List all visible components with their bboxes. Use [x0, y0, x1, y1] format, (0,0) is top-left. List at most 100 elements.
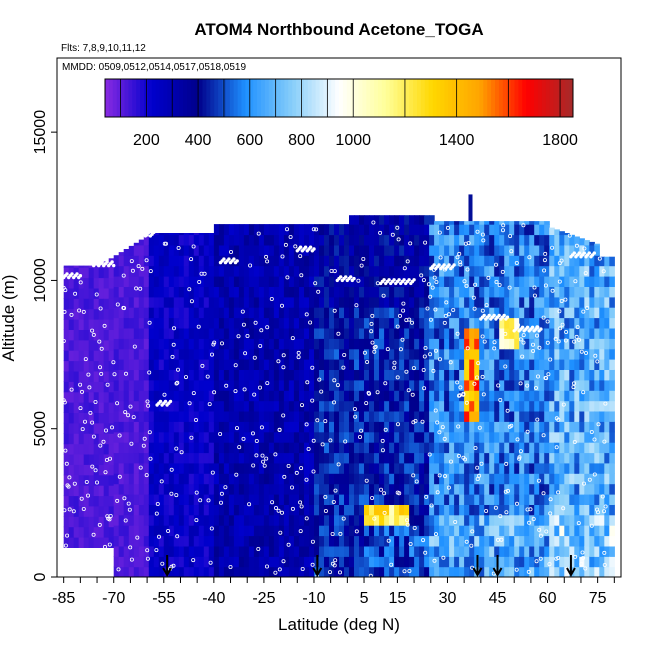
sample-point [395, 324, 400, 329]
heat-cell [439, 276, 445, 287]
heat-cell [409, 431, 415, 443]
heat-cell [409, 265, 415, 277]
heat-cell [63, 505, 70, 517]
heat-cell [589, 359, 595, 370]
heat-cell [248, 556, 255, 568]
heat-cell [158, 327, 165, 339]
heat-cell [319, 317, 325, 329]
heat-cell [449, 462, 455, 474]
heat-cell [539, 348, 545, 360]
heat-cell [148, 494, 155, 505]
sample-point [193, 417, 198, 422]
heat-cell [374, 296, 380, 308]
heat-cell [73, 391, 80, 403]
heat-cell [359, 504, 365, 516]
heat-cell [163, 276, 170, 287]
heat-cell [258, 431, 265, 443]
heat-cell [108, 485, 115, 497]
heat-cell [549, 514, 555, 526]
heat-cell [158, 525, 165, 537]
heat-cell [93, 464, 100, 476]
heat-cell [314, 338, 320, 350]
heat-cell [569, 442, 575, 454]
sample-point [507, 285, 512, 290]
heat-cell [243, 514, 250, 526]
heat-cell [314, 244, 320, 256]
sample-point [448, 459, 453, 464]
heat-cell [389, 504, 395, 516]
heat-cell [444, 244, 450, 256]
heat-cell [439, 410, 445, 422]
heat-cell [554, 369, 560, 381]
heat-cell [334, 348, 340, 360]
heat-cell [278, 296, 285, 308]
heat-cell [188, 265, 195, 277]
heat-cell [354, 348, 360, 360]
heat-cell [188, 514, 195, 526]
heat-cell [424, 525, 430, 537]
heat-cell [384, 525, 390, 537]
heat-cell [293, 473, 300, 485]
sample-point [602, 550, 607, 555]
heat-cell [459, 431, 465, 443]
heat-cell [489, 514, 495, 526]
heat-cell [128, 327, 135, 339]
heat-cell [569, 276, 575, 287]
heat-cell [263, 473, 270, 485]
heat-cell [128, 276, 135, 287]
heat-cell [98, 264, 105, 268]
heat-cell [514, 462, 520, 474]
heat-cell [524, 286, 530, 298]
sample-point [336, 462, 341, 467]
heat-cell [594, 535, 600, 547]
heat-cell [489, 483, 495, 495]
heat-cell [469, 265, 475, 277]
heat-cell [474, 224, 480, 236]
heat-cell [464, 566, 470, 577]
sample-point [498, 514, 503, 519]
sample-point [90, 420, 95, 425]
heat-cell [469, 379, 475, 391]
colorbar-swatch [522, 79, 527, 117]
heat-cell [108, 474, 115, 486]
heat-cell [344, 244, 350, 256]
heat-cell [404, 556, 410, 568]
heat-cell [509, 525, 515, 537]
sample-point [107, 517, 112, 522]
heat-cell [534, 556, 540, 568]
heat-cell [263, 390, 270, 402]
heat-cell [554, 494, 560, 505]
heat-cell [609, 483, 615, 495]
heat-cell [519, 452, 525, 464]
heat-cell [133, 276, 140, 287]
heat-cell [509, 265, 515, 277]
heat-cell [138, 327, 145, 339]
heat-cell [223, 244, 230, 256]
heat-cell [138, 348, 145, 360]
colorbar-swatch [206, 79, 211, 117]
heat-cell [564, 410, 570, 422]
heat-cell [273, 442, 280, 454]
heat-cell [439, 296, 445, 308]
heat-cell [474, 483, 480, 495]
heat-cell [449, 307, 455, 319]
heat-cell [554, 452, 560, 464]
heat-cell [464, 535, 470, 547]
heat-cell [459, 421, 465, 433]
heat-cell [253, 421, 260, 433]
sample-point [425, 306, 430, 311]
sample-point [306, 446, 311, 451]
heat-cell [414, 400, 420, 412]
heat-cell [98, 391, 105, 403]
heat-cell [309, 348, 315, 360]
heat-cell [464, 390, 470, 402]
heat-cell [193, 379, 200, 391]
heat-cell [474, 221, 480, 225]
heat-cell [379, 224, 385, 236]
heat-cell [524, 483, 530, 495]
sample-point [370, 495, 375, 500]
heat-cell [404, 317, 410, 329]
heat-cell [584, 535, 590, 547]
heat-cell [454, 234, 460, 246]
sample-point [572, 339, 577, 344]
